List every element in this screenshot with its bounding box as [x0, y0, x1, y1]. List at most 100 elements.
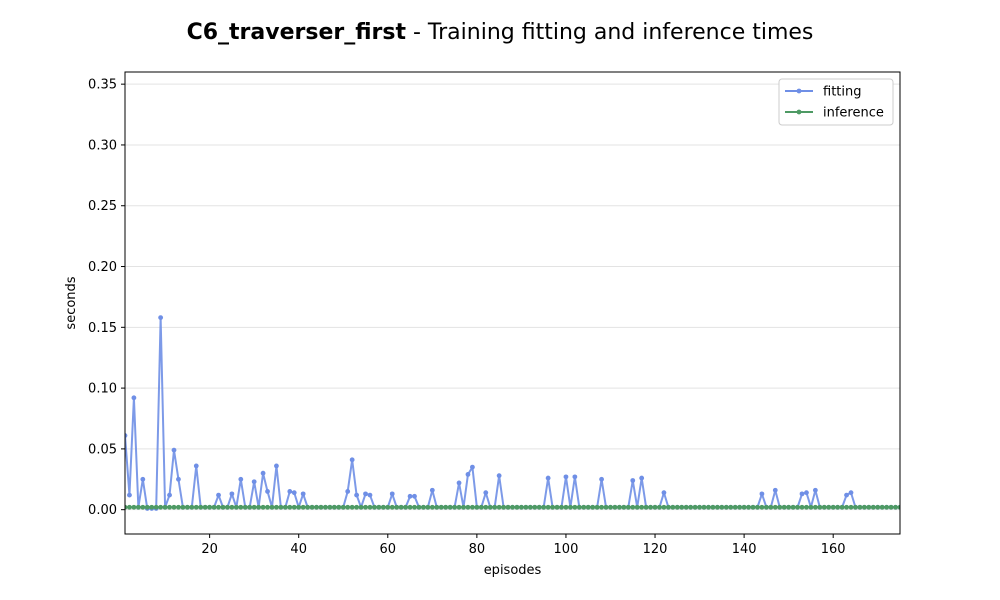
- data-point-inference: [599, 504, 604, 510]
- data-point-inference: [162, 504, 168, 510]
- data-point-inference: [830, 504, 836, 510]
- data-point-inference: [643, 504, 649, 510]
- data-point-fitting: [291, 490, 297, 496]
- data-point-fitting: [158, 315, 164, 320]
- data-point-inference: [461, 504, 466, 510]
- data-point-inference: [470, 504, 475, 510]
- data-point-inference: [697, 504, 702, 510]
- data-point-fitting: [389, 491, 395, 497]
- data-point-inference: [176, 504, 181, 510]
- data-point-inference: [527, 504, 533, 510]
- data-point-inference: [367, 504, 373, 510]
- data-point-fitting: [804, 490, 809, 496]
- data-point-fitting: [300, 491, 306, 497]
- data-point-inference: [790, 504, 796, 510]
- data-point-inference: [416, 504, 422, 510]
- data-point-inference: [372, 504, 377, 510]
- data-point-inference: [536, 504, 542, 510]
- data-point-inference: [478, 504, 484, 510]
- data-point-inference: [888, 504, 894, 510]
- data-point-inference: [149, 504, 155, 510]
- data-point-fitting: [363, 491, 368, 497]
- data-point-inference: [594, 504, 600, 510]
- y-tick-label: 0.05: [88, 442, 117, 457]
- data-point-inference: [674, 504, 680, 510]
- data-point-fitting: [772, 487, 778, 493]
- data-point-inference: [354, 504, 360, 510]
- x-tick-label: 140: [732, 542, 757, 557]
- data-point-inference: [737, 504, 743, 510]
- data-point-fitting: [429, 487, 435, 493]
- data-point-inference: [127, 504, 132, 510]
- data-point-inference: [282, 504, 288, 510]
- legend-marker-fitting: [796, 88, 802, 94]
- data-point-inference: [131, 504, 137, 510]
- data-point-fitting: [844, 492, 849, 498]
- data-point-inference: [407, 504, 413, 510]
- data-point-inference: [870, 504, 876, 510]
- data-point-fitting: [545, 475, 551, 481]
- data-point-inference: [683, 504, 689, 510]
- data-point-fitting: [265, 489, 270, 494]
- data-point-fitting: [127, 492, 132, 498]
- data-point-inference: [563, 504, 569, 510]
- data-point-inference: [750, 504, 756, 510]
- data-point-inference: [398, 504, 404, 510]
- data-point-fitting: [125, 433, 128, 438]
- y-axis-label: seconds: [64, 276, 79, 329]
- data-point-fitting: [216, 492, 221, 498]
- data-point-inference: [269, 504, 275, 510]
- data-point-inference: [844, 504, 849, 510]
- data-point-inference: [323, 504, 328, 510]
- data-point-inference: [274, 504, 279, 510]
- data-point-inference: [492, 504, 498, 510]
- data-point-inference: [153, 504, 159, 510]
- data-point-inference: [184, 504, 190, 510]
- data-point-inference: [763, 504, 769, 510]
- data-point-inference: [251, 504, 257, 510]
- data-point-inference: [501, 504, 506, 510]
- data-point-inference: [247, 504, 253, 510]
- data-point-inference: [144, 504, 150, 510]
- data-point-inference: [576, 504, 582, 510]
- data-point-inference: [193, 504, 199, 510]
- data-point-inference: [421, 504, 426, 510]
- data-point-inference: [755, 504, 760, 510]
- data-point-inference: [412, 504, 417, 510]
- data-point-inference: [550, 504, 555, 510]
- data-point-fitting: [140, 476, 146, 482]
- data-point-inference: [296, 504, 302, 510]
- data-point-inference: [505, 504, 511, 510]
- data-point-inference: [866, 504, 872, 510]
- data-point-inference: [568, 504, 573, 510]
- data-point-inference: [225, 504, 230, 510]
- legend-label-fitting: fitting: [823, 85, 862, 100]
- x-tick-label: 80: [469, 542, 486, 557]
- data-point-inference: [728, 504, 734, 510]
- data-point-inference: [826, 504, 832, 510]
- chart-title: C6_traverser_first - Training fitting an…: [0, 20, 1000, 45]
- data-point-inference: [465, 504, 471, 510]
- data-point-inference: [318, 504, 324, 510]
- data-point-fitting: [799, 491, 805, 497]
- data-point-inference: [893, 504, 898, 510]
- data-point-inference: [207, 504, 213, 510]
- data-point-fitting: [167, 492, 172, 498]
- data-point-inference: [608, 504, 613, 510]
- data-point-inference: [216, 504, 221, 510]
- data-point-inference: [171, 504, 177, 510]
- data-point-inference: [559, 504, 564, 510]
- data-point-inference: [380, 504, 386, 510]
- y-tick-label: 0.10: [88, 382, 117, 397]
- data-point-inference: [768, 504, 774, 510]
- data-point-inference: [309, 504, 315, 510]
- data-point-inference: [804, 504, 809, 510]
- data-point-inference: [723, 504, 729, 510]
- data-point-inference: [438, 504, 444, 510]
- data-point-inference: [621, 504, 627, 510]
- data-point-inference: [510, 504, 515, 510]
- data-point-fitting: [639, 475, 645, 481]
- data-point-fitting: [470, 464, 475, 470]
- data-point-inference: [777, 504, 783, 510]
- data-point-inference: [238, 504, 244, 510]
